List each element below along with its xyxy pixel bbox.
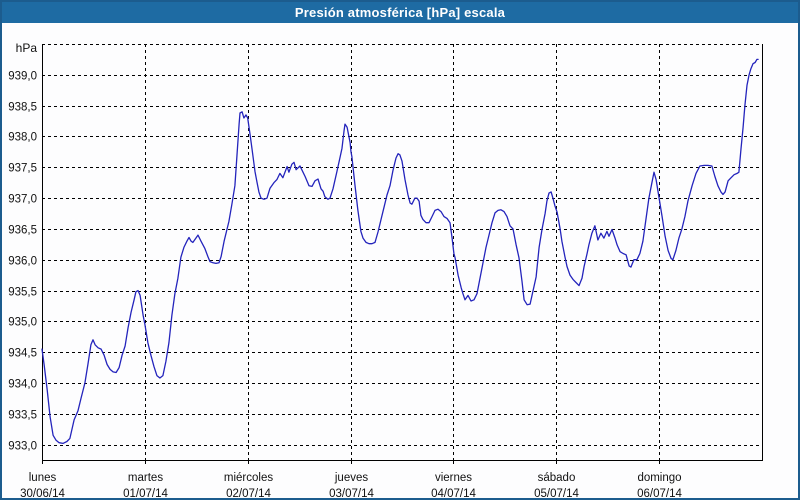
x-date-label: 06/07/14 [637,488,682,500]
y-tick-label: 937,5 [8,163,37,175]
y-tick-label: 937,0 [8,194,37,206]
x-date-label: 04/07/14 [431,488,476,500]
y-tick-label: 933,5 [8,410,37,422]
y-tick-label: 939,0 [8,71,37,83]
y-tick-label: 936,0 [8,256,37,268]
x-date-label: 01/07/14 [123,488,168,500]
x-day-label: miércoles [224,472,273,484]
title-bar: Presión atmosférica [hPa] escala [2,2,798,23]
x-day-label: sábado [538,472,576,484]
y-tick-label: 934,0 [8,379,37,391]
x-day-label: domingo [637,472,681,484]
y-axis-unit-label: hPa [16,41,38,55]
pressure-series-line [41,58,759,445]
x-date-label: 03/07/14 [329,488,374,500]
x-date-label: 02/07/14 [226,488,271,500]
y-tick-label: 934,5 [8,348,37,360]
x-date-label: 30/06/14 [20,488,65,500]
x-day-label: lunes [29,472,57,484]
y-tick-label: 935,0 [8,317,37,329]
y-tick-label: 935,5 [8,287,37,299]
x-day-label: martes [128,472,163,484]
y-tick-label: 933,0 [8,441,37,453]
x-day-label: viernes [435,472,472,484]
x-day-label: jueves [334,472,368,484]
chart-title: Presión atmosférica [hPa] escala [294,5,506,20]
y-tick-label: 938,5 [8,102,37,114]
y-tick-label: 938,0 [8,132,37,144]
y-tick-label: 936,5 [8,225,37,237]
plot-frame [42,44,763,461]
x-date-label: 05/07/14 [534,488,579,500]
